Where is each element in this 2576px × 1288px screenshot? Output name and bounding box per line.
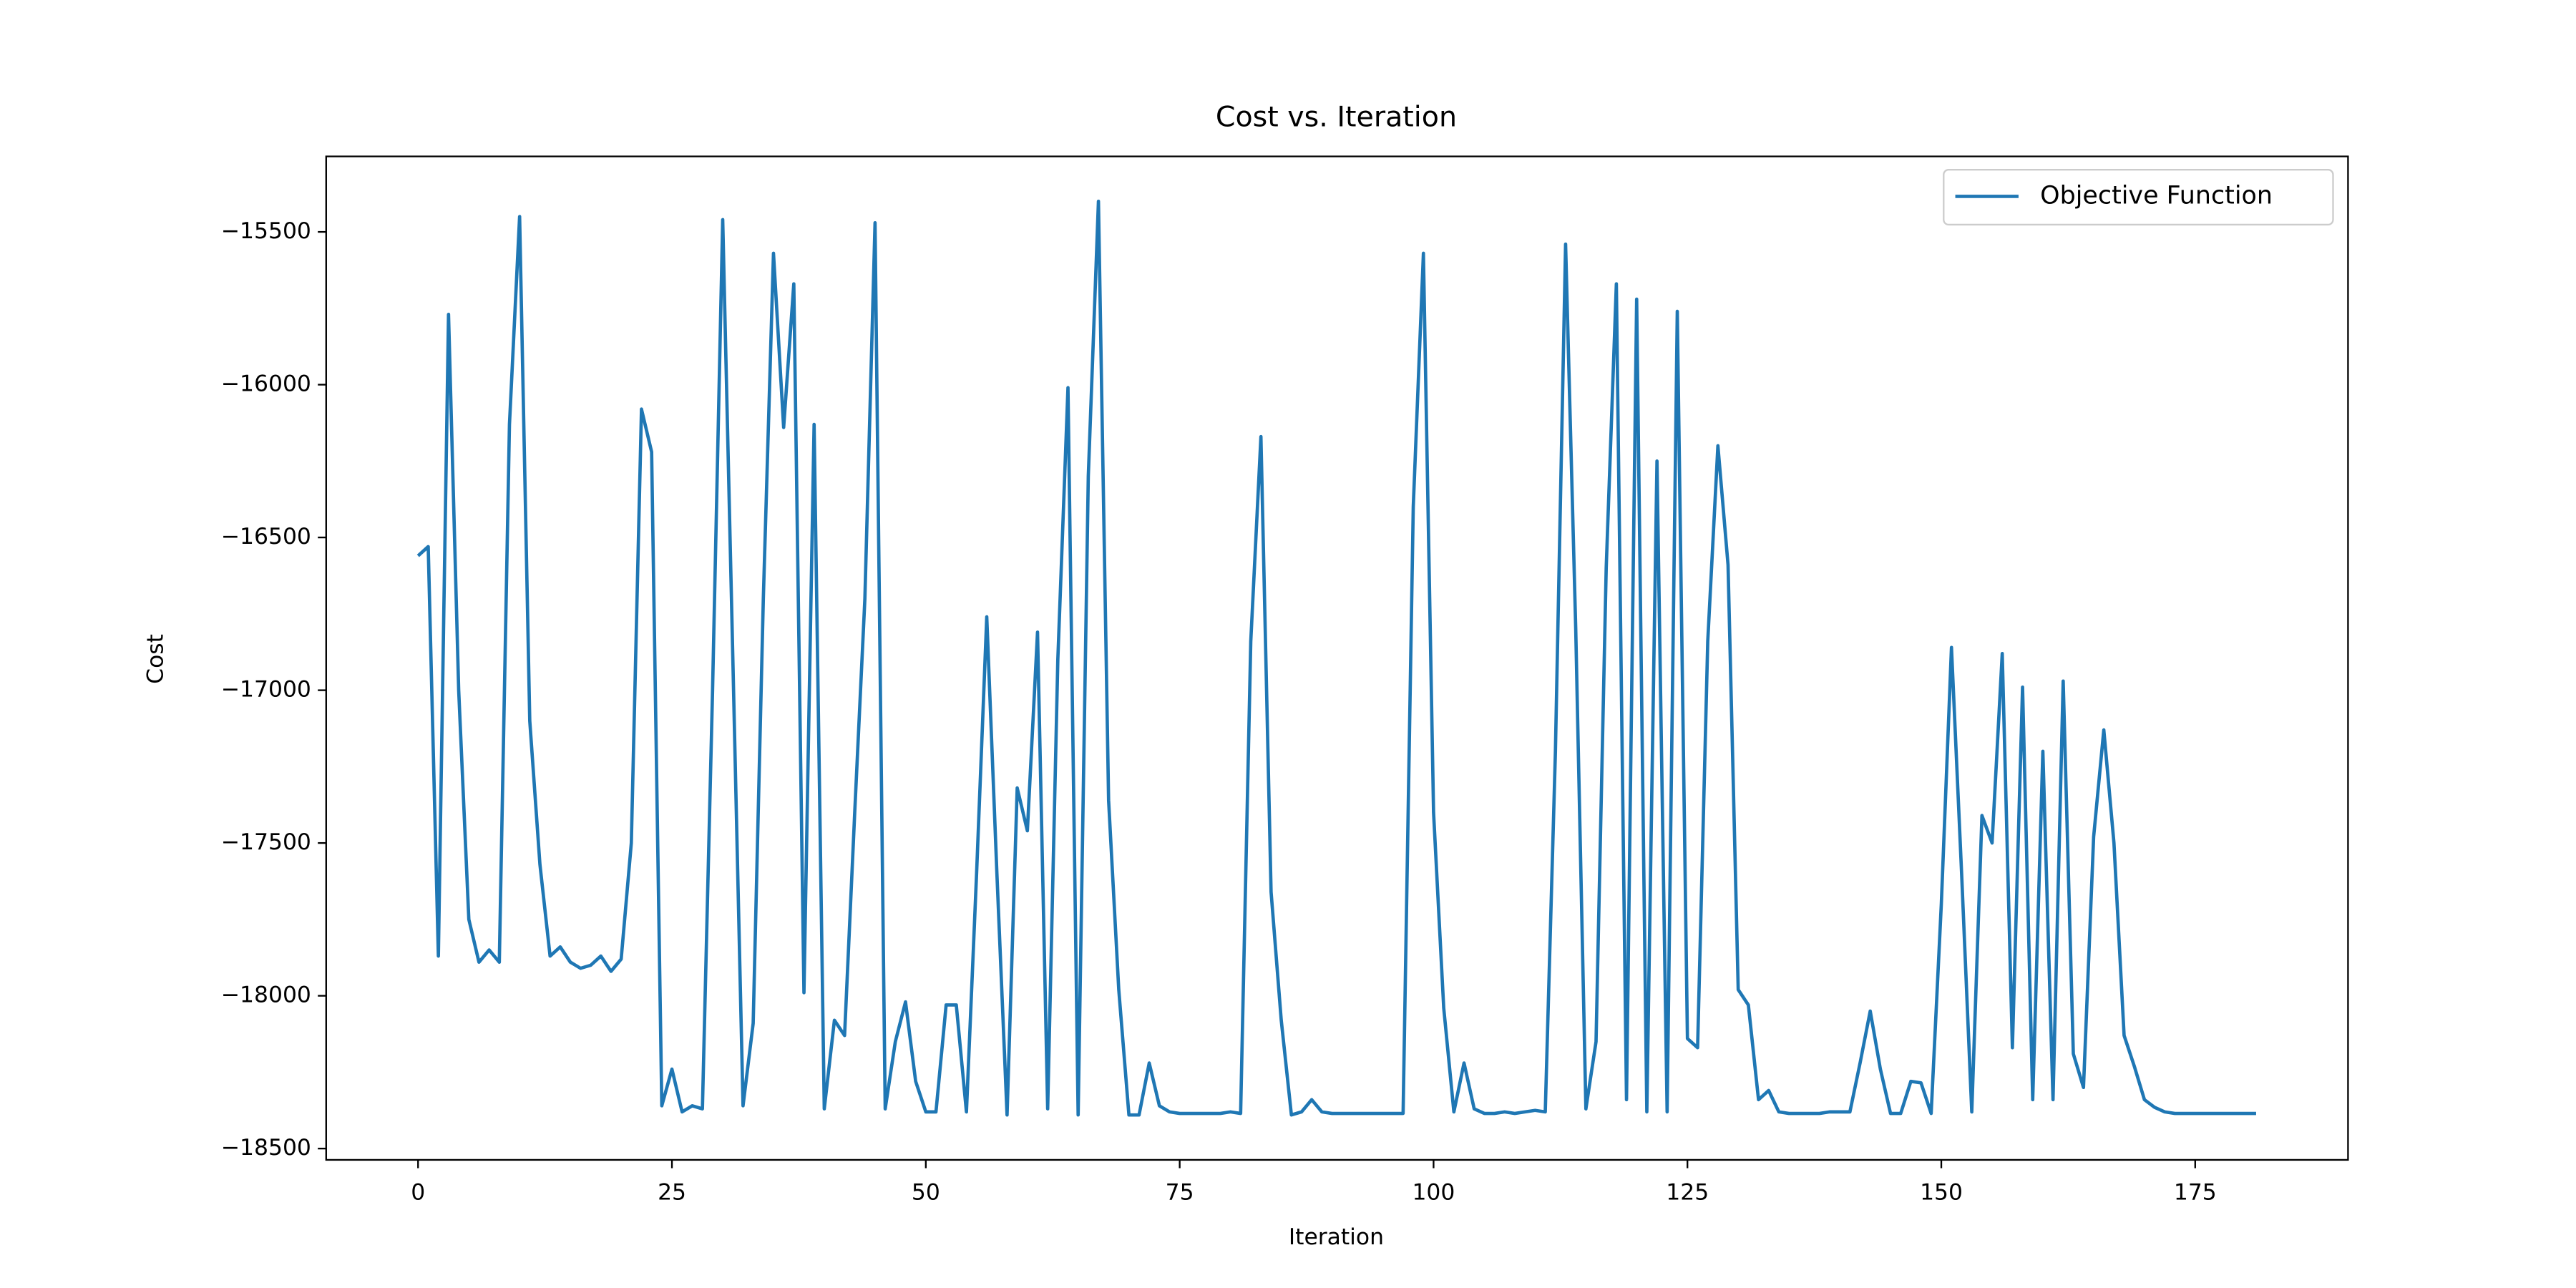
x-tick-label: 25: [658, 1179, 686, 1205]
x-tick-label: 50: [912, 1179, 940, 1205]
x-tick-label: 75: [1166, 1179, 1194, 1205]
y-tick-label: −16500: [221, 524, 311, 550]
data-line: [416, 200, 2256, 1117]
y-tick-label: −15500: [221, 218, 311, 244]
x-axis-label: Iteration: [1289, 1224, 1384, 1250]
y-axis-label: Cost: [143, 634, 169, 684]
x-tick-label: 100: [1412, 1179, 1455, 1205]
x-tick-label: 175: [2174, 1179, 2217, 1205]
y-tick-label: −16000: [221, 371, 311, 397]
y-tick-label: −18000: [221, 982, 311, 1008]
plot-frame: [325, 155, 2349, 1161]
y-tick-label: −17500: [221, 829, 311, 855]
x-tick-label: 150: [1920, 1179, 1963, 1205]
legend-box: [1943, 169, 2334, 226]
x-tick-label: 0: [411, 1179, 425, 1205]
chart-title: Cost vs. Iteration: [1216, 101, 1457, 134]
x-tick-label: 125: [1666, 1179, 1709, 1205]
legend-label: Objective Function: [2040, 181, 2273, 210]
y-tick-label: −17000: [221, 677, 311, 703]
y-tick-label: −18500: [221, 1135, 311, 1161]
